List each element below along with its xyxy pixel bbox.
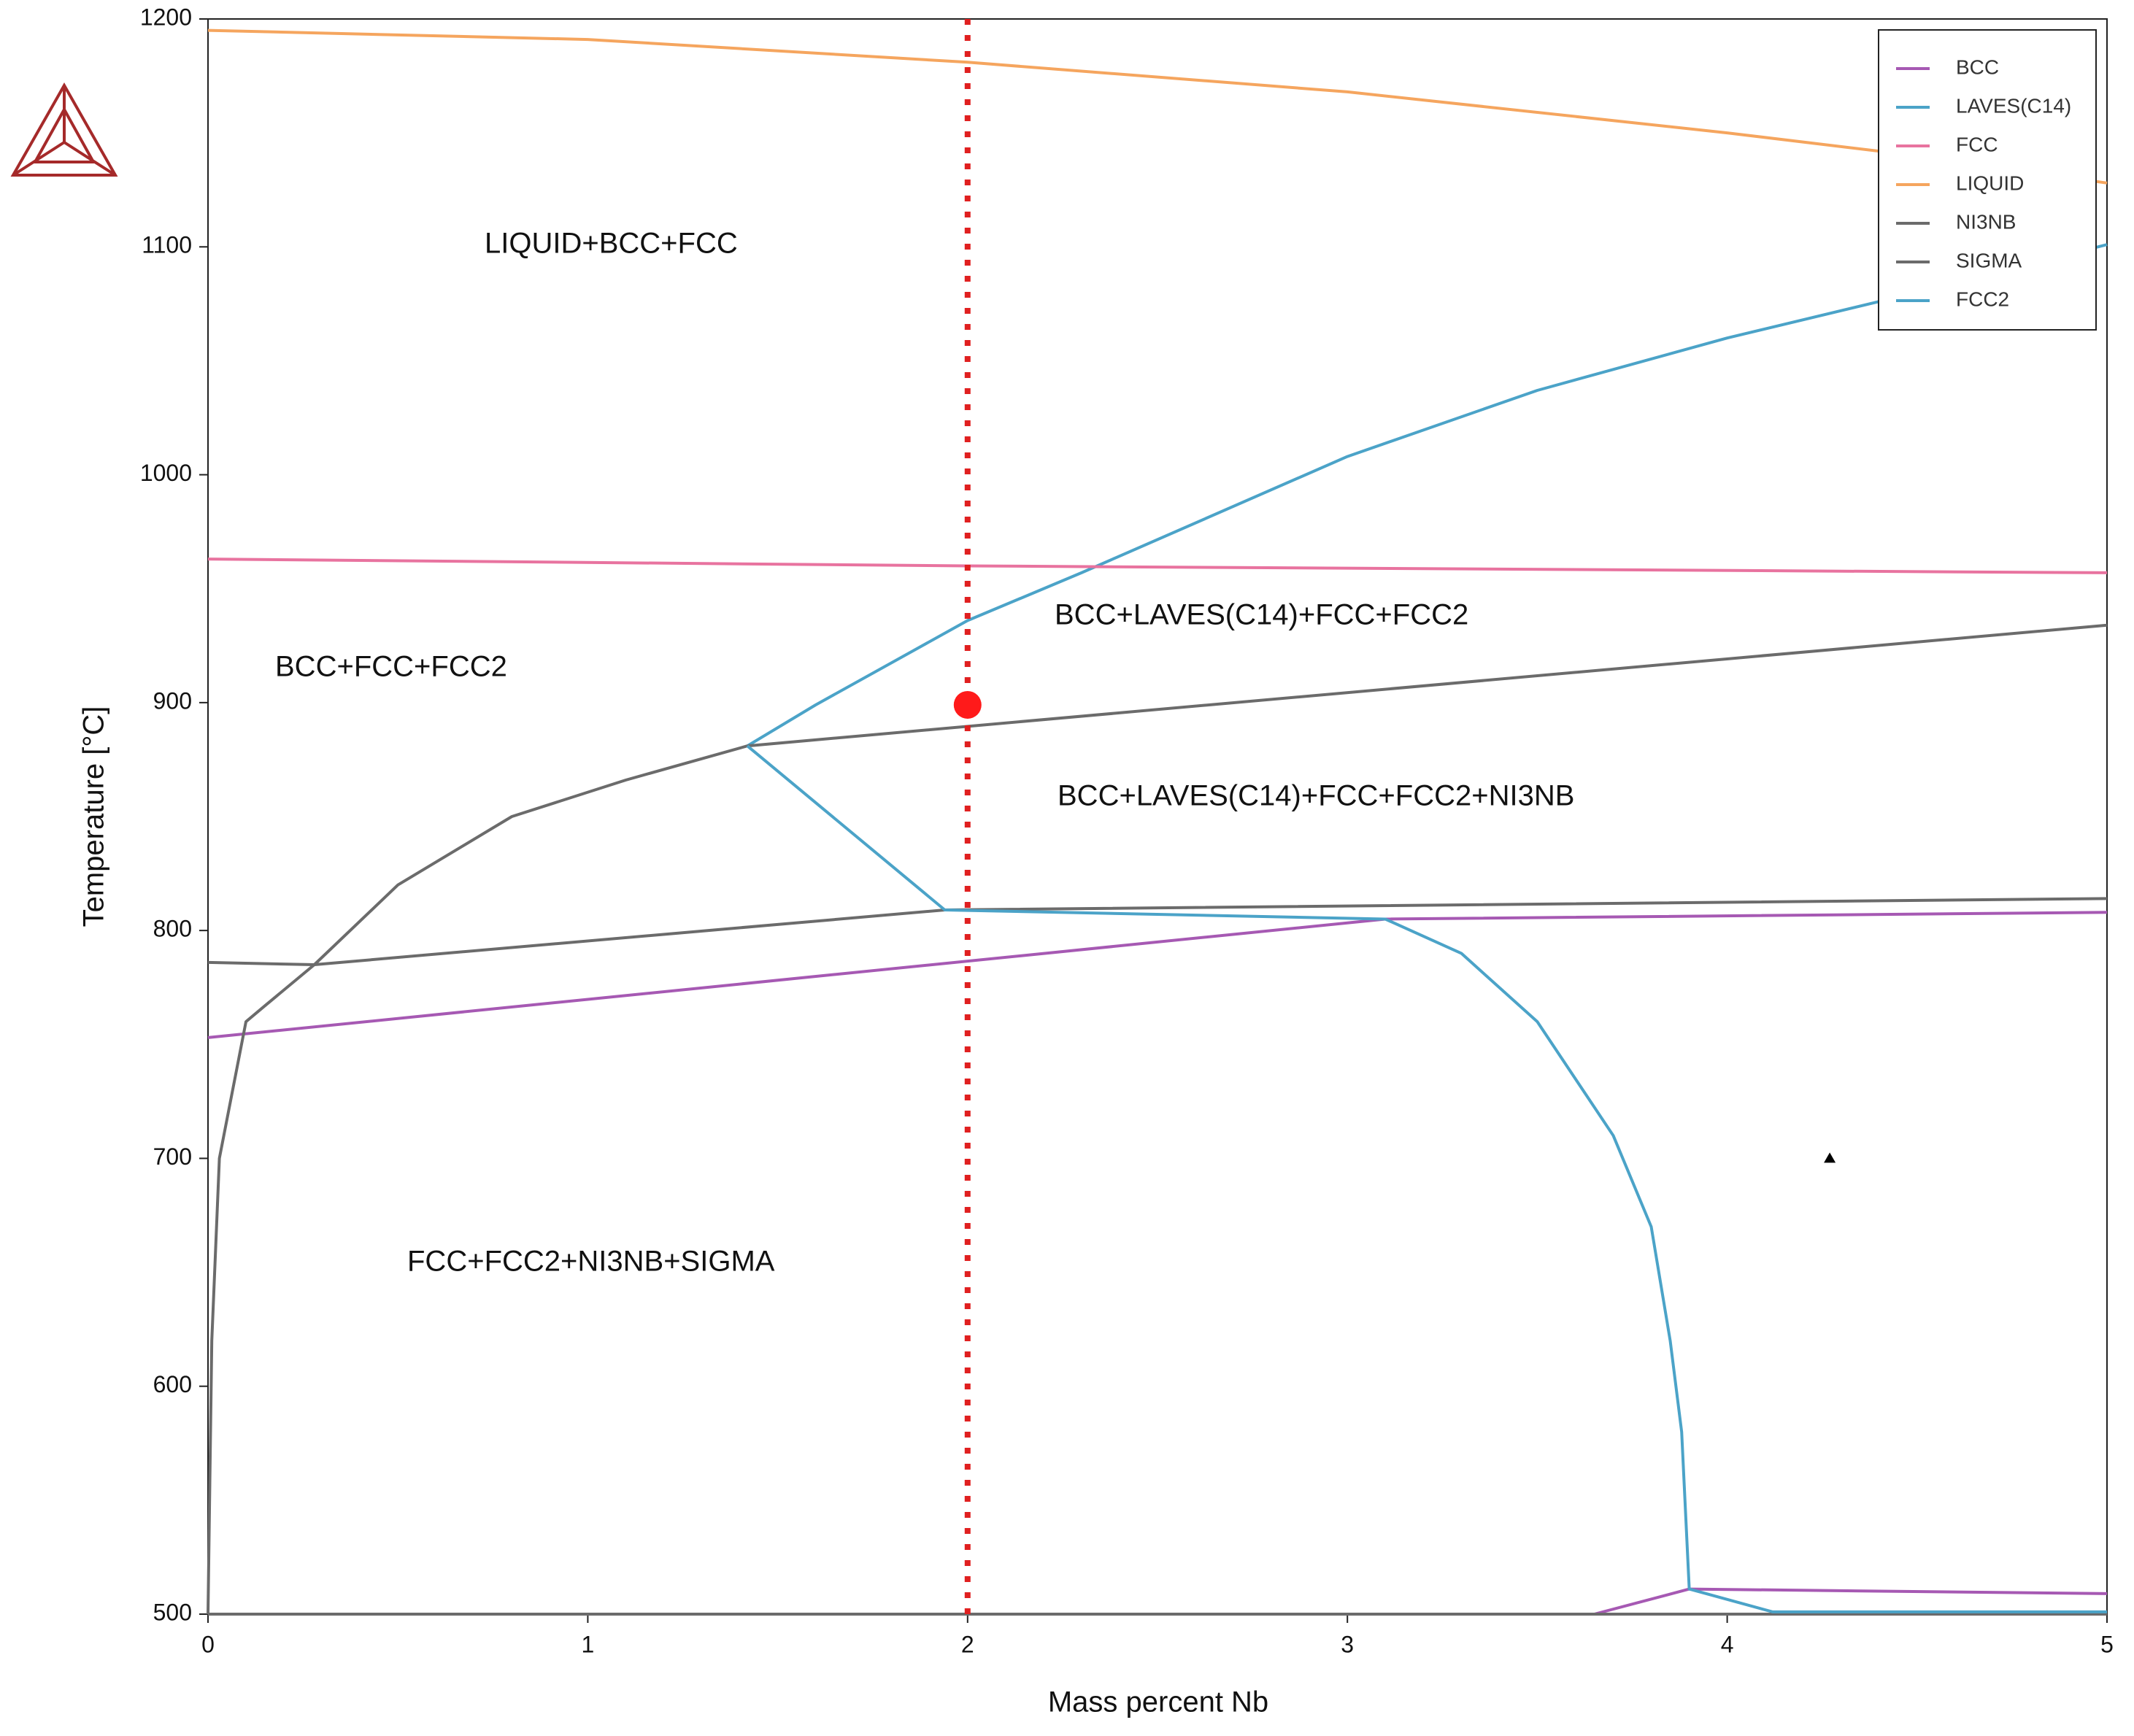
region-label: BCC+FCC+FCC2 xyxy=(275,651,507,683)
region-label: FCC+FCC2+NI3NB+SIGMA xyxy=(407,1246,775,1278)
region-label: BCC+LAVES(C14)+FCC+FCC2 xyxy=(1055,599,1468,631)
phase-boundary xyxy=(746,744,2107,1613)
phase-boundary xyxy=(207,28,2108,185)
phase-boundary xyxy=(207,623,2108,966)
legend-label: LIQUID xyxy=(1956,171,2024,194)
selected-point xyxy=(953,690,982,719)
legend-box xyxy=(1878,29,2097,331)
phase-boundary xyxy=(207,558,2108,574)
x-tick-label: 3 xyxy=(1341,1631,1354,1657)
y-axis-label: Temperature [°C] xyxy=(78,706,110,927)
region-label: BCC+LAVES(C14)+FCC+FCC2+NI3NB xyxy=(1058,780,1574,812)
legend-label: BCC xyxy=(1956,55,1999,78)
logo xyxy=(10,82,118,177)
marker-triangle xyxy=(1824,1152,1836,1163)
legend-label: FCC xyxy=(1956,133,1998,155)
y-tick-label: 600 xyxy=(153,1371,192,1397)
region-label: LIQUID+BCC+FCC xyxy=(485,228,738,260)
y-tick-label: 500 xyxy=(153,1599,192,1625)
y-tick-label: 700 xyxy=(153,1143,192,1170)
x-axis-label: Mass percent Nb xyxy=(1048,1686,1268,1718)
x-tick-label: 5 xyxy=(2100,1631,2114,1657)
y-tick-label: 900 xyxy=(153,687,192,714)
x-tick-label: 0 xyxy=(201,1631,215,1657)
y-tick-label: 1200 xyxy=(140,4,192,30)
legend-label: SIGMA xyxy=(1956,249,2022,271)
legend-label: NI3NB xyxy=(1956,210,2016,233)
legend: BCC LAVES(C14) FCC LIQUID NI3NB SIGMA FCC2 xyxy=(1878,29,2097,331)
legend-label: LAVES(C14) xyxy=(1956,94,2071,117)
phase-boundary xyxy=(746,243,2108,747)
x-tick-label: 2 xyxy=(961,1631,974,1657)
x-tick-label: 4 xyxy=(1721,1631,1734,1657)
x-tick-label: 1 xyxy=(582,1631,595,1657)
phase-boundary xyxy=(207,744,2107,1616)
y-tick-label: 1000 xyxy=(140,460,192,486)
y-tick-label: 800 xyxy=(153,916,192,942)
legend-label: FCC2 xyxy=(1956,288,2009,310)
y-tick-label: 1100 xyxy=(142,232,192,258)
